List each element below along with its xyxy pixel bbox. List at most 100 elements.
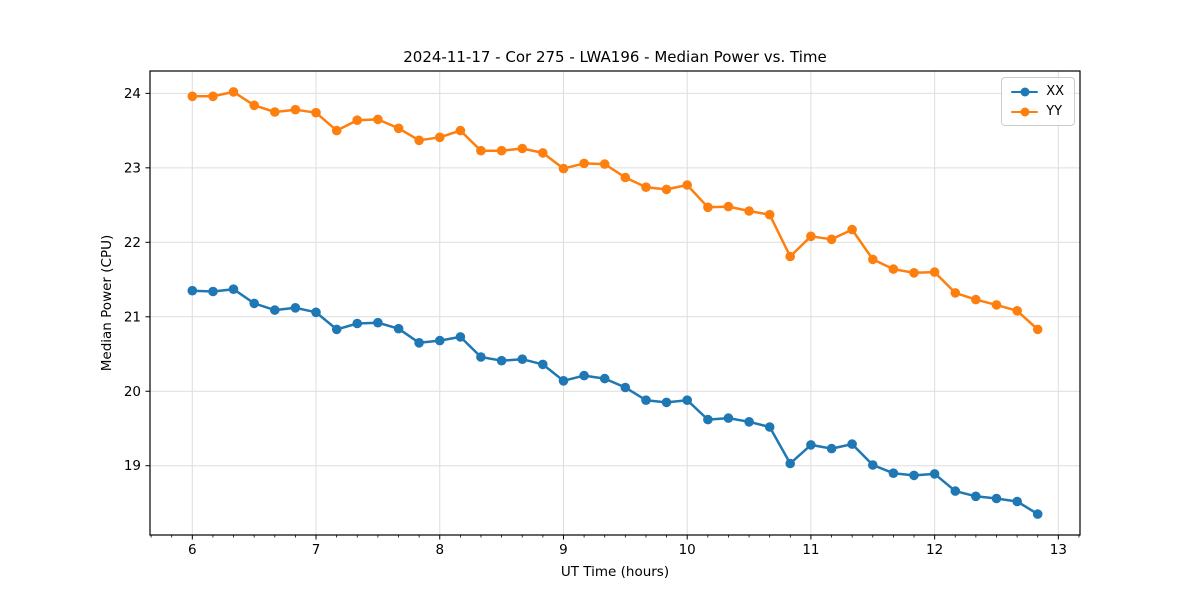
y-tick-label: 24 xyxy=(124,86,141,102)
x-tick-label: 7 xyxy=(312,542,321,558)
data-point-yy xyxy=(847,224,857,235)
data-point-xx xyxy=(909,470,919,481)
data-point-yy xyxy=(455,125,466,136)
data-point-xx xyxy=(435,335,445,346)
data-point-yy xyxy=(208,91,218,102)
data-point-xx xyxy=(249,298,259,309)
x-tick-label: 10 xyxy=(679,542,696,558)
y-tick-label: 22 xyxy=(124,235,141,251)
data-point-yy xyxy=(785,251,795,262)
data-point-xx xyxy=(538,359,548,370)
line-marker-icon xyxy=(1011,106,1039,117)
x-tick-label: 6 xyxy=(188,542,197,558)
data-point-xx xyxy=(414,338,424,348)
data-point-yy xyxy=(620,172,631,183)
data-point-yy xyxy=(764,209,775,220)
data-point-xx xyxy=(723,413,734,423)
series-line-xx xyxy=(191,287,1039,516)
y-tick-label: 21 xyxy=(124,309,141,325)
data-point-xx xyxy=(1012,496,1022,507)
data-point-xx xyxy=(806,440,816,450)
data-point-xx xyxy=(661,397,672,408)
data-point-yy xyxy=(579,158,589,169)
data-point-xx xyxy=(991,493,1002,504)
data-point-yy xyxy=(393,123,404,134)
data-point-yy xyxy=(1012,306,1022,316)
data-point-yy xyxy=(723,201,734,212)
x-tick-label: 12 xyxy=(926,542,943,558)
data-point-xx xyxy=(929,469,940,479)
data-point-yy xyxy=(496,145,507,156)
data-point-yy xyxy=(558,163,569,174)
data-point-yy xyxy=(950,288,961,298)
data-point-yy xyxy=(187,91,198,102)
data-point-yy xyxy=(414,135,424,146)
chart-title: 2024-11-17 - Cor 275 - LWA196 - Median P… xyxy=(403,48,827,66)
data-point-xx xyxy=(888,468,899,479)
x-axis-label: UT Time (hours) xyxy=(560,564,670,580)
data-point-yy xyxy=(661,184,672,195)
legend-item-xx: XX xyxy=(1011,83,1064,100)
legend: XX YY xyxy=(1001,77,1075,126)
data-point-xx xyxy=(682,395,692,406)
data-point-yy xyxy=(971,294,981,305)
data-point-xx xyxy=(703,414,713,425)
data-point-yy xyxy=(331,125,342,136)
data-point-yy xyxy=(270,107,280,117)
data-point-yy xyxy=(909,268,919,278)
legend-item-yy: YY xyxy=(1011,103,1064,120)
data-point-xx xyxy=(785,458,795,469)
data-point-xx xyxy=(187,285,198,296)
y-tick-label: 23 xyxy=(124,160,141,176)
data-point-xx xyxy=(826,443,837,454)
x-tick-label: 11 xyxy=(802,542,819,558)
legend-label-yy: YY xyxy=(1046,104,1063,119)
data-point-xx xyxy=(455,332,466,342)
data-point-yy xyxy=(888,264,899,274)
data-point-xx xyxy=(1032,509,1043,519)
data-point-xx xyxy=(558,376,569,386)
legend-label-xx: XX xyxy=(1046,84,1064,99)
data-point-xx xyxy=(352,318,363,329)
data-point-yy xyxy=(806,231,816,242)
data-point-yy xyxy=(435,132,445,143)
data-point-yy xyxy=(352,115,363,125)
data-point-xx xyxy=(496,355,507,366)
data-point-xx xyxy=(764,422,775,432)
data-point-yy xyxy=(929,267,940,277)
y-tick-label: 20 xyxy=(124,384,141,400)
data-point-xx xyxy=(599,373,610,384)
data-point-xx xyxy=(228,284,239,295)
data-point-xx xyxy=(331,324,342,335)
data-point-yy xyxy=(991,300,1002,310)
data-point-yy xyxy=(249,100,259,111)
y-axis-label: Median Power (CPU) xyxy=(99,234,115,372)
x-tick-label: 9 xyxy=(559,542,568,558)
line-marker-icon xyxy=(1011,86,1039,97)
series-line-yy xyxy=(191,90,1039,331)
data-point-xx xyxy=(373,317,383,328)
data-point-yy xyxy=(1032,324,1043,335)
data-point-yy xyxy=(538,148,548,158)
data-point-yy xyxy=(228,87,239,97)
data-point-xx xyxy=(270,305,280,315)
data-point-xx xyxy=(579,370,589,381)
data-point-xx xyxy=(641,395,651,406)
data-point-yy xyxy=(290,104,301,115)
data-point-xx xyxy=(744,417,754,427)
data-point-xx xyxy=(950,486,961,496)
data-point-xx xyxy=(620,382,631,393)
data-point-xx xyxy=(208,286,218,297)
x-tick-label: 8 xyxy=(435,542,444,558)
x-tick-label: 13 xyxy=(1050,542,1067,558)
data-point-yy xyxy=(599,159,610,169)
data-point-yy xyxy=(476,145,486,156)
y-tick-label: 19 xyxy=(124,458,141,474)
data-point-yy xyxy=(744,206,754,216)
data-point-yy xyxy=(826,234,837,245)
data-point-xx xyxy=(971,491,981,502)
data-point-yy xyxy=(703,202,713,213)
data-point-yy xyxy=(868,254,878,265)
